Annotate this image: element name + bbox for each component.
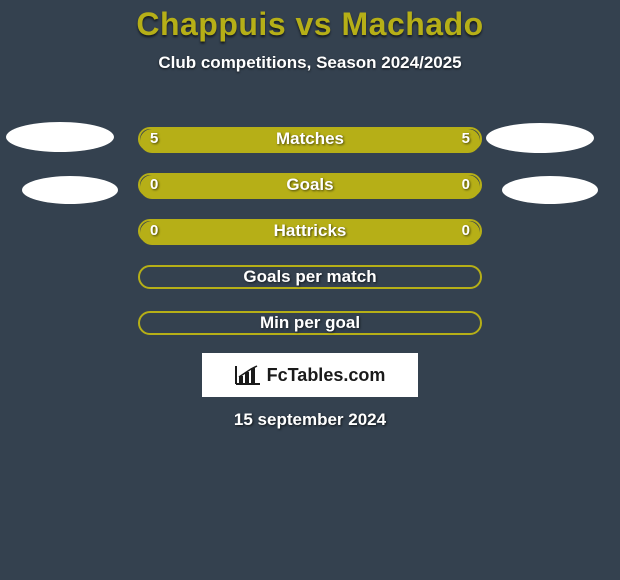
decor-ellipse — [6, 122, 114, 152]
decor-ellipse — [486, 123, 594, 153]
date-line: 15 september 2024 — [0, 410, 620, 430]
bar-label: Hattricks — [138, 219, 482, 243]
stat-row: Goals per match — [0, 254, 620, 300]
bar-value-right: 0 — [462, 219, 470, 243]
stat-row: Min per goal — [0, 300, 620, 346]
stat-row: Hattricks0 0 — [0, 208, 620, 254]
bar-label: Min per goal — [138, 311, 482, 335]
source-badge[interactable]: FcTables.com — [202, 353, 418, 397]
bar-value-left: 5 — [150, 127, 158, 151]
bar-value-right: 0 — [462, 173, 470, 197]
bar-label: Matches — [138, 127, 482, 151]
bar-value-left: 0 — [150, 173, 158, 197]
decor-ellipse — [22, 176, 118, 204]
bar-value-left: 0 — [150, 219, 158, 243]
subtitle: Club competitions, Season 2024/2025 — [0, 53, 620, 73]
comparison-canvas: Chappuis vs Machado Club competitions, S… — [0, 0, 620, 580]
page-title: Chappuis vs Machado — [0, 0, 620, 43]
bar-label: Goals per match — [138, 265, 482, 289]
decor-ellipse — [502, 176, 598, 204]
bar-label: Goals — [138, 173, 482, 197]
bar-value-right: 5 — [462, 127, 470, 151]
bar-chart-icon — [235, 365, 261, 385]
source-badge-text: FcTables.com — [267, 365, 386, 386]
